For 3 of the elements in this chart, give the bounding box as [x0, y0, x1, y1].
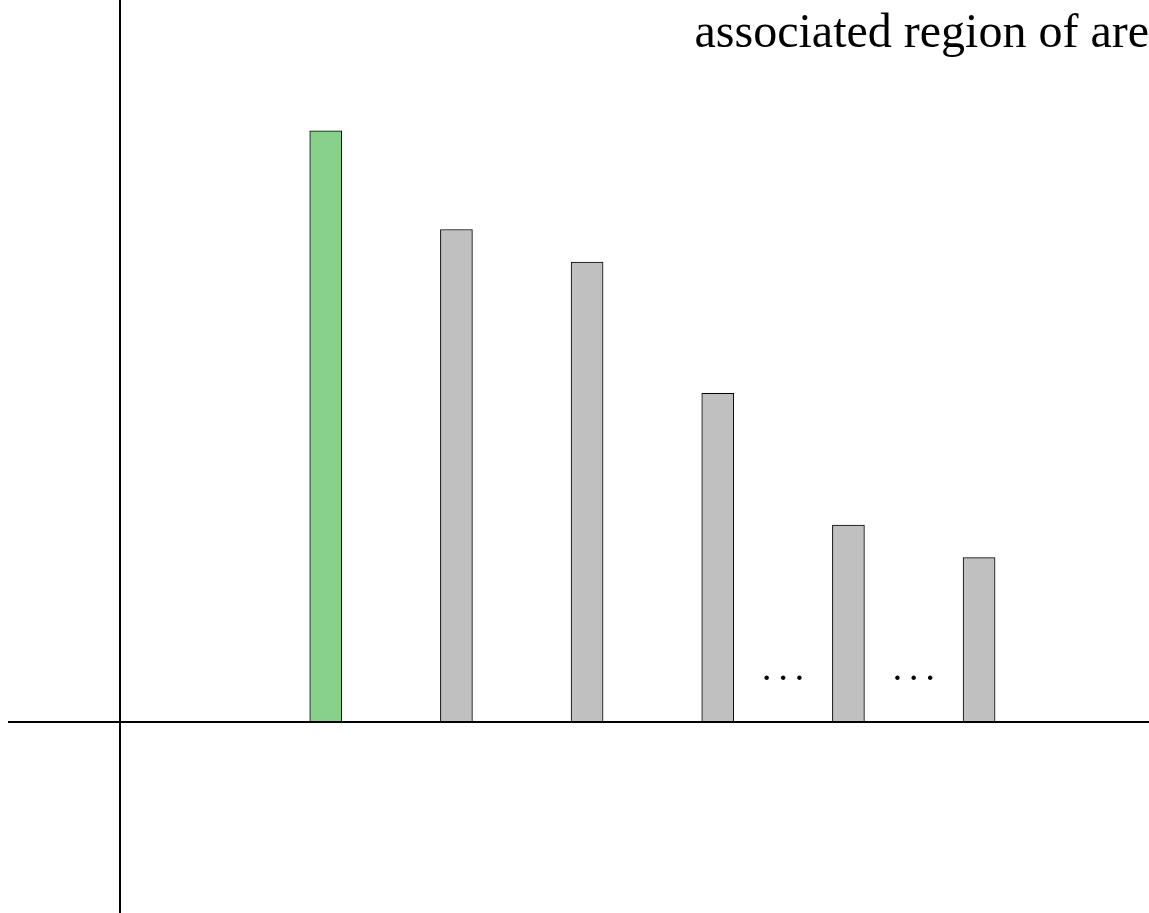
chart-title: associated region of are: [694, 4, 1149, 58]
annotation: · · ·: [892, 662, 935, 694]
annotation: · · ·: [762, 662, 805, 694]
